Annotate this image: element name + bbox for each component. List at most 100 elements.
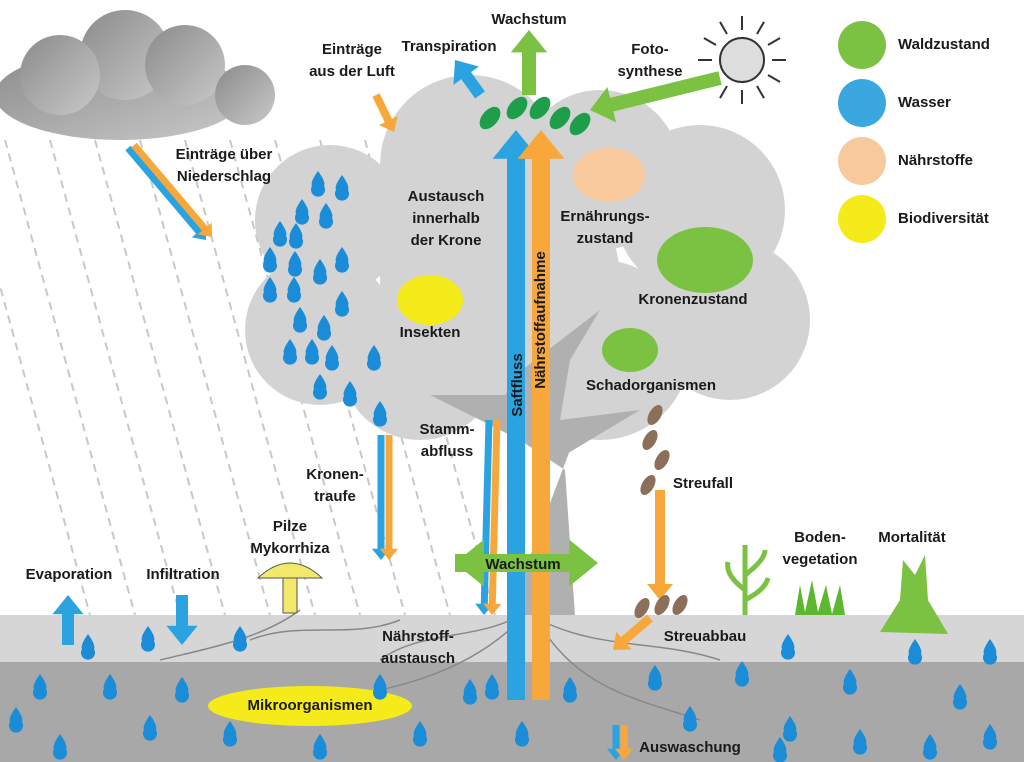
sun-ray (703, 37, 717, 46)
sun-ray (767, 37, 781, 46)
drop (311, 171, 325, 197)
leaf (640, 475, 656, 495)
drop (233, 626, 247, 652)
rain-line (184, 139, 316, 616)
label: synthese (617, 63, 682, 80)
legend-icon (838, 21, 886, 69)
drop (952, 684, 967, 710)
nutrition-badge (573, 148, 645, 202)
drop (283, 339, 297, 365)
label: Niederschlag (177, 168, 271, 185)
drop (288, 251, 303, 277)
drop (367, 345, 381, 371)
drop (175, 677, 189, 703)
drop (53, 734, 67, 760)
label: Streuabbau (664, 628, 747, 645)
arrow (483, 419, 502, 615)
drop (313, 374, 328, 400)
legend-label: Waldzustand (898, 36, 990, 53)
label: Evaporation (26, 566, 113, 583)
fungus (256, 562, 324, 614)
arrow (372, 93, 398, 132)
drop (272, 221, 287, 247)
drop (563, 677, 577, 703)
label: aus der Luft (309, 63, 395, 80)
drop (295, 199, 309, 225)
rain-line (49, 139, 181, 616)
label: Stamm- (419, 421, 474, 438)
drop (853, 729, 867, 755)
label: der Krone (411, 232, 482, 249)
legend-label: Wasser (898, 94, 951, 111)
legend-label: Nährstoffe (898, 152, 973, 169)
drop (335, 291, 350, 317)
drop (485, 674, 500, 700)
drop (263, 247, 277, 273)
label: Ernährungs- (560, 208, 649, 225)
drops (9, 171, 998, 762)
label: Mykorrhiza (250, 540, 330, 557)
sun-ray (719, 85, 728, 99)
drop (648, 665, 662, 691)
drop (289, 223, 303, 249)
arrow (455, 539, 484, 587)
arrow (349, 94, 394, 132)
drop (773, 737, 787, 762)
label: Kronenzustand (638, 291, 747, 308)
drop (223, 721, 237, 747)
leaf (654, 450, 670, 470)
arrow (613, 614, 653, 650)
label: Boden- (794, 529, 846, 546)
label: Pilze (273, 518, 307, 535)
arrow (453, 60, 485, 99)
rain-line (94, 139, 226, 616)
arrow (52, 595, 84, 645)
drop (317, 315, 332, 341)
leaf (479, 106, 501, 130)
drop (103, 674, 118, 700)
rain-line (319, 139, 451, 616)
arrow (371, 435, 391, 560)
label: Saftfluss (509, 353, 526, 416)
drop (783, 716, 797, 742)
arrow (131, 142, 212, 237)
label: Mortalität (878, 529, 946, 546)
leaf (529, 96, 551, 120)
label: vegetation (782, 551, 857, 568)
labels: Wachstum Transpiration Einträge aus der Luf… (26, 11, 946, 756)
leaf (647, 405, 663, 425)
drop (463, 679, 478, 705)
drop (313, 259, 328, 285)
sun-ray (756, 21, 765, 35)
rain-line (229, 139, 361, 616)
drop (983, 724, 998, 750)
drop (923, 734, 938, 760)
drop (373, 674, 387, 700)
arrow (517, 130, 565, 700)
plants (725, 545, 948, 634)
arrow (614, 725, 634, 760)
label: Einträge (322, 41, 382, 58)
drop (343, 381, 358, 407)
rain-line (139, 139, 271, 616)
drop (373, 401, 387, 427)
leaf (672, 595, 688, 615)
arrow (510, 30, 548, 95)
drop (319, 203, 333, 229)
drop (413, 721, 427, 747)
label: traufe (314, 488, 356, 505)
label: Streufall (673, 475, 733, 492)
label: innerhalb (412, 210, 480, 227)
drop (335, 247, 350, 273)
leaf (634, 598, 650, 618)
label: Mikroorganismen (247, 697, 372, 714)
drop (305, 339, 320, 365)
drop (325, 345, 339, 371)
leaf (642, 430, 658, 450)
drop (80, 634, 95, 660)
drop (293, 307, 307, 333)
label: Austausch (408, 188, 485, 205)
drop (33, 674, 47, 700)
drop (286, 277, 301, 303)
